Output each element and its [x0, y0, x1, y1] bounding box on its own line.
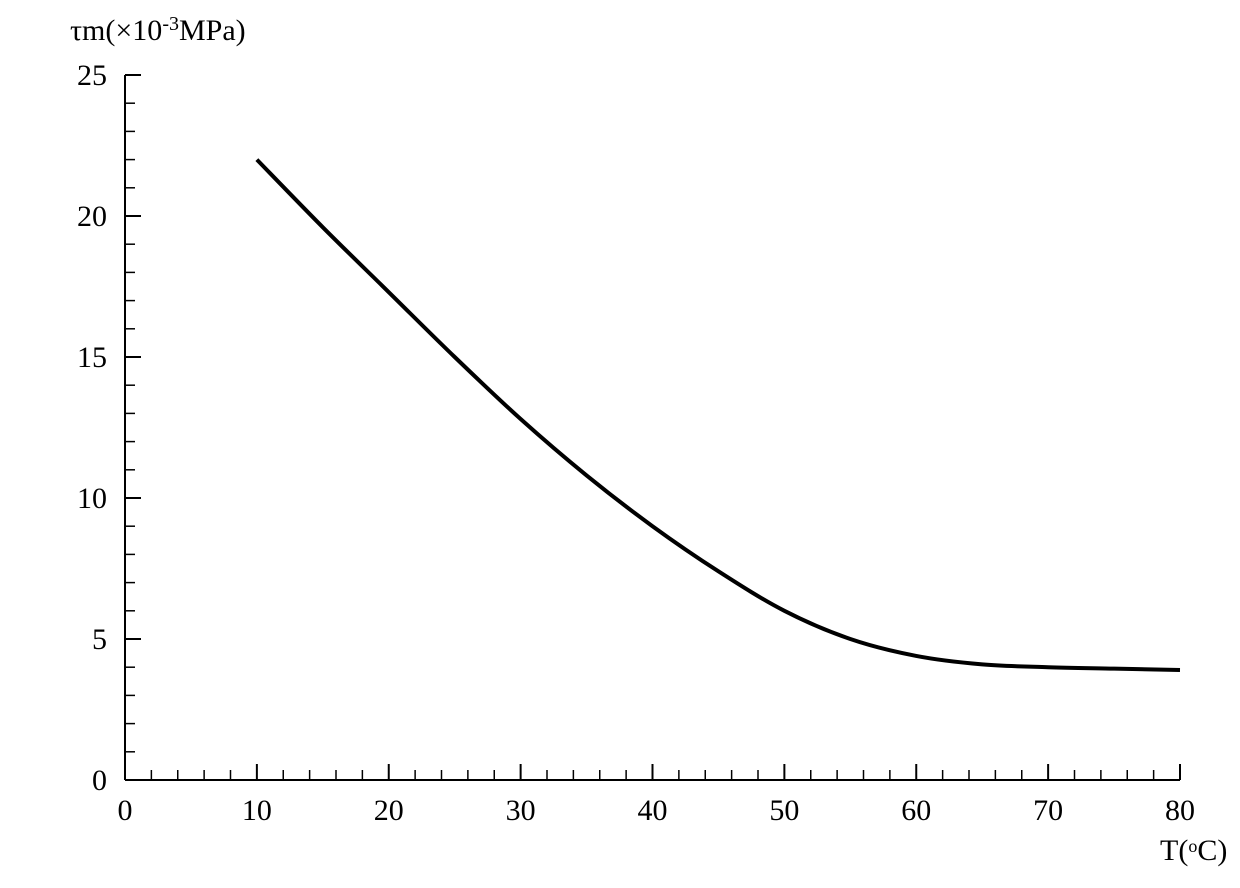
x-tick-label: 70 [1033, 794, 1063, 827]
x-tick-label: 60 [901, 794, 931, 827]
y-tick-label: 15 [77, 341, 107, 374]
y-tick-label: 20 [77, 200, 107, 233]
x-tick-label: 20 [374, 794, 404, 827]
y-axis-title: τm(×10-3MPa) [70, 13, 246, 47]
x-tick-label: 10 [242, 794, 272, 827]
x-tick-label: 80 [1165, 794, 1195, 827]
x-axis-title: T(oC) [1160, 834, 1227, 867]
chart-container: 0 10 20 30 40 50 60 70 80 0 5 10 15 20 25 τm(×10-3MPa) T… [0, 0, 1240, 888]
y-tick-label: 10 [77, 482, 107, 515]
line-chart: 0 10 20 30 40 50 60 70 80 0 5 10 15 20 25 τm(×10-3MPa) T… [0, 0, 1240, 888]
data-curve [257, 160, 1180, 670]
x-tick-label: 30 [506, 794, 536, 827]
x-tick-label: 50 [769, 794, 799, 827]
y-tick-label: 5 [92, 623, 107, 656]
x-tick-label: 40 [638, 794, 668, 827]
y-tick-label: 25 [77, 59, 107, 92]
x-tick-label: 0 [118, 794, 133, 827]
y-tick-label: 0 [92, 764, 107, 797]
